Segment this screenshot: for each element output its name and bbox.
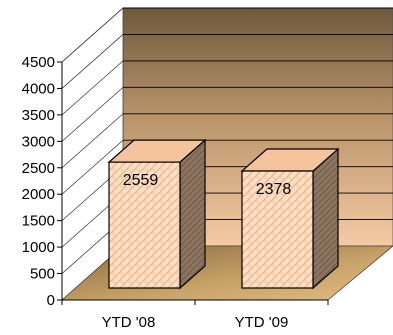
bar-side xyxy=(312,147,339,290)
x-axis-labels: YTD '08 YTD '09 xyxy=(102,314,289,331)
y-tick-label: 0 xyxy=(47,292,55,309)
x-tick-label: YTD '08 xyxy=(102,314,156,331)
gridline-side xyxy=(61,139,124,195)
y-tick-label: 2500 xyxy=(22,160,55,177)
y-tick-label: 3000 xyxy=(22,133,55,150)
y-tick-label: 3500 xyxy=(22,107,55,124)
gridline-side xyxy=(61,60,124,116)
bar: 2559 xyxy=(107,138,207,290)
bar: 2378 xyxy=(240,147,340,290)
y-tick-label: 2000 xyxy=(22,186,55,203)
x-tick-label: YTD '09 xyxy=(235,314,289,331)
bar-side xyxy=(179,138,206,290)
y-tick-label: 4500 xyxy=(22,54,55,71)
gridline-side xyxy=(61,113,124,169)
y-tick-label: 4000 xyxy=(22,80,55,97)
y-tick-label: 1000 xyxy=(22,239,55,256)
gridline-side xyxy=(61,34,124,89)
data-label: 2378 xyxy=(256,181,292,198)
y-tick-label: 1500 xyxy=(22,213,55,230)
bar-front xyxy=(241,170,314,289)
data-label: 2559 xyxy=(123,172,159,189)
bar-front xyxy=(108,161,181,289)
gridline-side xyxy=(61,87,124,142)
bars: 2559 2378 xyxy=(107,138,340,290)
gridline-side xyxy=(61,7,124,63)
y-tick-label: 500 xyxy=(30,266,55,283)
y-axis: 0 500 1000 1500 2000 2500 3000 3500 4000 4500 xyxy=(22,54,329,309)
